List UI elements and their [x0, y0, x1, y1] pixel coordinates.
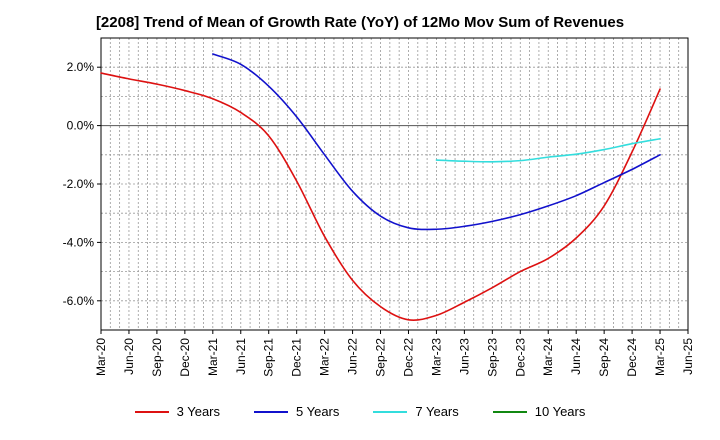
x-tick-label: Sep-24	[597, 338, 611, 377]
x-tick-label: Jun-25	[681, 338, 695, 375]
legend-swatch-3-years	[134, 410, 169, 413]
x-tick-label: Mar-25	[653, 338, 667, 376]
x-tick-label: Sep-20	[150, 338, 164, 377]
y-tick-label: -4.0%	[63, 235, 95, 249]
x-tick-label: Sep-21	[262, 338, 276, 377]
y-tick-label: -6.0%	[63, 294, 95, 308]
x-tick-label: Dec-23	[513, 338, 527, 377]
legend-label-10-years: 10 Years	[534, 404, 586, 419]
x-tick-label: Jun-22	[346, 338, 360, 375]
legend-item-3-years: 3 Years	[134, 404, 220, 419]
x-tick-label: Mar-20	[94, 338, 108, 376]
y-tick-label: -2.0%	[63, 177, 95, 191]
legend-swatch-5-years	[254, 410, 288, 413]
x-tick-label: Dec-21	[290, 338, 304, 377]
legend: 3 Years 5 Years 7 Years 10 Years	[0, 404, 720, 419]
legend-item-10-years: 10 Years	[492, 404, 586, 419]
chart-title: [2208] Trend of Mean of Growth Rate (YoY…	[95, 14, 625, 31]
x-tick-label: Jun-23	[457, 338, 471, 375]
legend-label-3-years: 3 Years	[176, 404, 220, 419]
x-tick-label: Mar-22	[318, 338, 332, 376]
x-tick-label: Sep-23	[485, 338, 499, 377]
x-tick-label: Mar-21	[206, 338, 220, 376]
y-tick-label: 2.0%	[67, 60, 95, 74]
x-tick-label: Dec-20	[178, 338, 192, 377]
legend-item-7-years: 7 Years	[373, 404, 459, 419]
legend-swatch-7-years	[373, 410, 408, 413]
x-tick-label: Jun-20	[122, 338, 136, 375]
x-tick-label: Sep-22	[374, 338, 388, 377]
series-line-7-years	[435, 137, 661, 163]
legend-label-7-years: 7 Years	[415, 404, 459, 419]
legend-swatch-10-years	[492, 410, 527, 413]
series-line-5-years	[212, 53, 661, 231]
legend-label-5-years: 5 Years	[296, 404, 340, 419]
legend-item-5-years: 5 Years	[254, 404, 339, 419]
x-tick-label: Jun-21	[234, 338, 248, 375]
x-tick-label: Dec-22	[401, 338, 415, 377]
x-tick-label: Mar-23	[429, 338, 443, 376]
x-tick-label: Mar-24	[541, 338, 555, 376]
series-line-3-years	[100, 72, 661, 321]
x-tick-label: Dec-24	[625, 338, 639, 377]
x-tick-label: Jun-24	[569, 338, 583, 375]
y-tick-label: 0.0%	[67, 119, 95, 133]
